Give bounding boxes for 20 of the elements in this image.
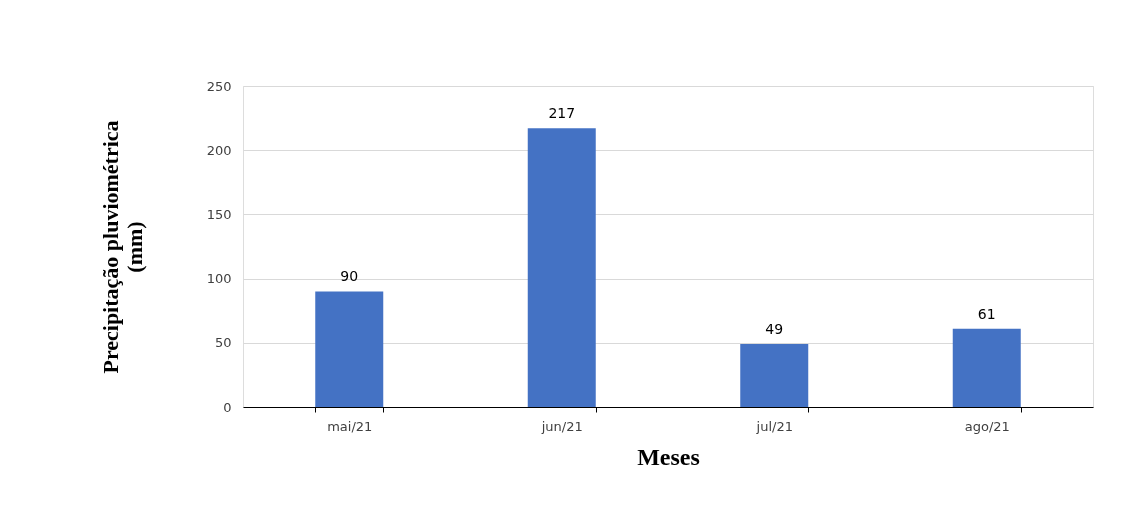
bar — [315, 291, 384, 407]
x-tick-label: mai/21 — [327, 418, 373, 434]
bar — [527, 128, 596, 407]
y-tick-label: 0 — [223, 399, 232, 415]
y-tick-label: 50 — [214, 335, 232, 351]
y-tick-label: 250 — [206, 78, 232, 94]
data-label: 90 — [340, 268, 359, 285]
y-tick-label: 100 — [206, 271, 232, 287]
data-label: 49 — [765, 321, 784, 338]
data-label: 61 — [977, 305, 996, 322]
y-tick-label: 150 — [206, 206, 232, 222]
x-tick-label: jun/21 — [540, 418, 583, 434]
y-axis-title: Precipitação pluviométrica (mm) — [97, 120, 147, 374]
y-tick-label: 200 — [206, 142, 232, 158]
data-label: 217 — [548, 105, 576, 122]
x-tick-label: ago/21 — [964, 418, 1010, 434]
bar — [740, 344, 809, 407]
bar — [952, 328, 1021, 407]
x-tick-label: jul/21 — [755, 418, 793, 434]
x-axis-title: Meses — [637, 443, 700, 470]
